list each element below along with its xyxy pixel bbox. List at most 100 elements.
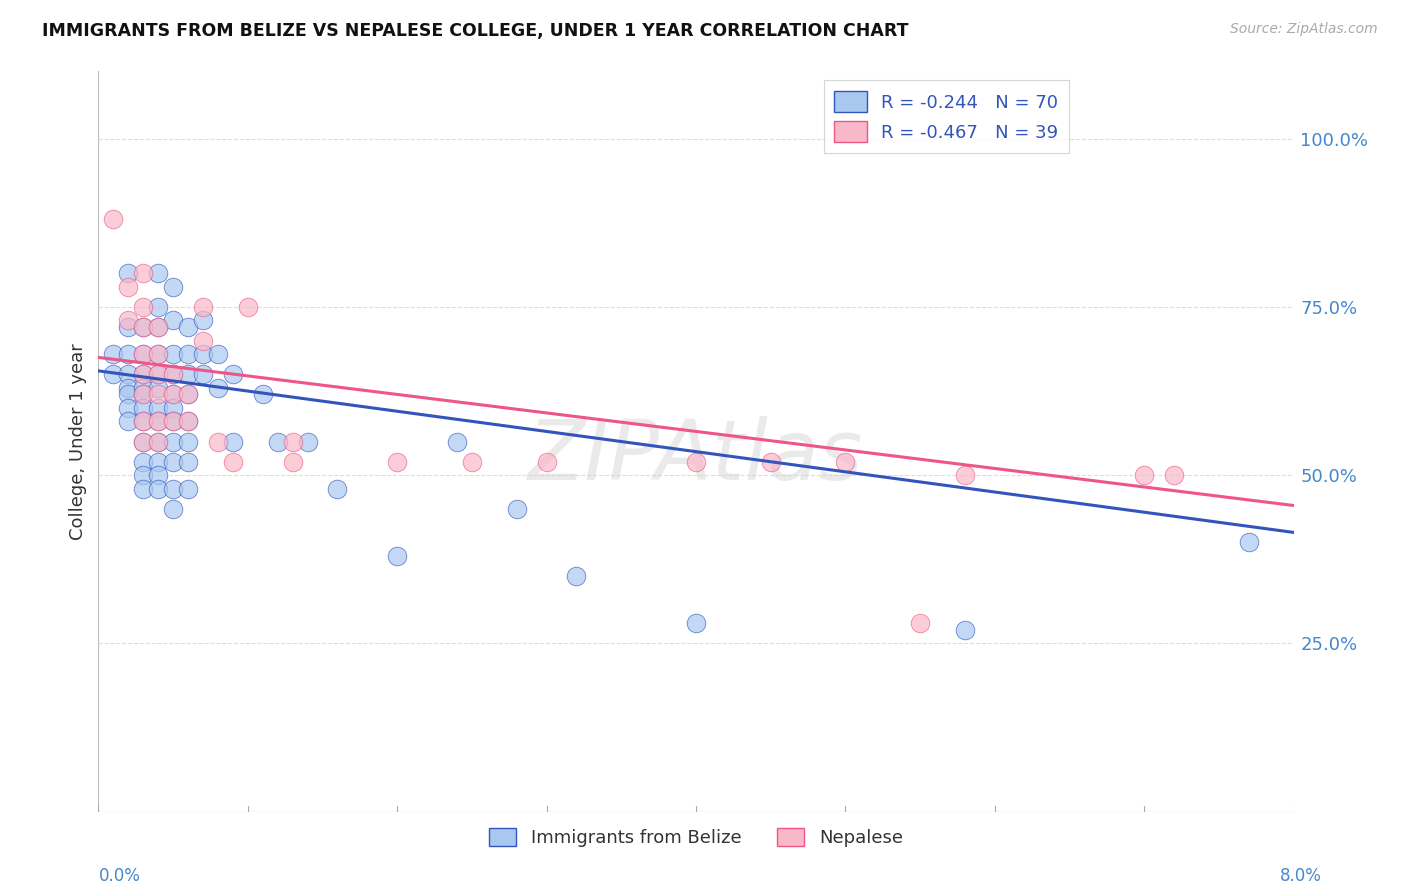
Point xyxy=(132,387,155,401)
Point xyxy=(1163,468,1185,483)
Point xyxy=(281,434,304,449)
Point xyxy=(953,623,976,637)
Point xyxy=(117,387,139,401)
Point xyxy=(162,387,184,401)
Point xyxy=(148,468,170,483)
Point xyxy=(222,455,245,469)
Point xyxy=(132,347,155,361)
Point xyxy=(117,368,139,382)
Point xyxy=(132,347,155,361)
Point xyxy=(148,320,170,334)
Point xyxy=(191,313,214,327)
Point xyxy=(191,334,214,348)
Point xyxy=(506,501,529,516)
Point xyxy=(132,455,155,469)
Point xyxy=(132,266,155,280)
Point xyxy=(461,455,484,469)
Point xyxy=(132,434,155,449)
Point xyxy=(132,368,155,382)
Point xyxy=(148,401,170,415)
Point xyxy=(162,387,184,401)
Point xyxy=(132,387,155,401)
Point xyxy=(908,616,931,631)
Point xyxy=(103,368,125,382)
Point xyxy=(281,455,304,469)
Point xyxy=(177,482,200,496)
Point xyxy=(148,455,170,469)
Point xyxy=(162,434,184,449)
Point xyxy=(117,320,139,334)
Point xyxy=(148,368,170,382)
Point xyxy=(177,387,200,401)
Point xyxy=(117,401,139,415)
Point xyxy=(759,455,782,469)
Point xyxy=(177,368,200,382)
Text: 8.0%: 8.0% xyxy=(1279,867,1322,885)
Point xyxy=(162,482,184,496)
Point xyxy=(148,266,170,280)
Point xyxy=(1133,468,1156,483)
Text: 0.0%: 0.0% xyxy=(98,867,141,885)
Point xyxy=(132,434,155,449)
Point xyxy=(177,414,200,428)
Point xyxy=(177,387,200,401)
Point xyxy=(148,414,170,428)
Point xyxy=(117,266,139,280)
Point xyxy=(565,569,588,583)
Point xyxy=(132,381,155,395)
Point xyxy=(536,455,558,469)
Point xyxy=(326,482,349,496)
Point xyxy=(207,381,229,395)
Point xyxy=(222,368,245,382)
Point xyxy=(132,368,155,382)
Point xyxy=(685,455,707,469)
Point xyxy=(117,381,139,395)
Point xyxy=(191,368,214,382)
Point xyxy=(252,387,274,401)
Point xyxy=(132,468,155,483)
Point xyxy=(132,401,155,415)
Point xyxy=(162,313,184,327)
Point xyxy=(207,434,229,449)
Point xyxy=(162,501,184,516)
Point xyxy=(148,434,170,449)
Point xyxy=(385,549,409,563)
Point xyxy=(177,320,200,334)
Point xyxy=(132,414,155,428)
Point xyxy=(191,300,214,314)
Point xyxy=(162,414,184,428)
Point xyxy=(148,387,170,401)
Point xyxy=(177,414,200,428)
Point xyxy=(177,347,200,361)
Point xyxy=(132,320,155,334)
Point xyxy=(191,347,214,361)
Text: ZIPAtlas: ZIPAtlas xyxy=(529,416,863,497)
Point xyxy=(117,347,139,361)
Legend: Immigrants from Belize, Nepalese: Immigrants from Belize, Nepalese xyxy=(482,821,910,855)
Point xyxy=(148,347,170,361)
Point xyxy=(222,434,245,449)
Point xyxy=(162,347,184,361)
Point xyxy=(685,616,707,631)
Point xyxy=(148,434,170,449)
Point xyxy=(148,414,170,428)
Point xyxy=(132,482,155,496)
Point xyxy=(177,455,200,469)
Point xyxy=(162,455,184,469)
Point xyxy=(267,434,290,449)
Point xyxy=(834,455,856,469)
Point xyxy=(132,320,155,334)
Point xyxy=(148,300,170,314)
Point xyxy=(177,434,200,449)
Point xyxy=(132,300,155,314)
Point xyxy=(103,347,125,361)
Point xyxy=(297,434,319,449)
Point xyxy=(117,313,139,327)
Point xyxy=(162,279,184,293)
Text: Source: ZipAtlas.com: Source: ZipAtlas.com xyxy=(1230,22,1378,37)
Point xyxy=(132,414,155,428)
Point xyxy=(148,381,170,395)
Point xyxy=(953,468,976,483)
Point xyxy=(148,482,170,496)
Point xyxy=(103,212,125,227)
